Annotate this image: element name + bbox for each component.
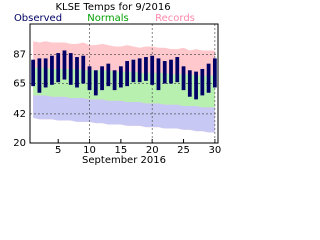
observed-bar <box>144 57 148 81</box>
observed-bar <box>194 71 198 100</box>
observed-bar <box>75 57 79 88</box>
observed-bar <box>175 57 180 83</box>
legend-label: Records <box>155 13 195 24</box>
observed-bar <box>187 70 192 97</box>
chart: KLSE Temps for 9/2016 September 2016 20 4… <box>13 2 221 166</box>
y-tick-label: 42 <box>13 109 26 120</box>
observed-bar <box>212 58 217 88</box>
y-tick-label: 65 <box>13 79 26 90</box>
observed-bar <box>68 53 73 85</box>
x-tick-label: 5 <box>55 145 61 156</box>
observed-bar <box>81 55 86 84</box>
observed-bar <box>181 66 186 91</box>
x-tick-label: 20 <box>146 145 159 156</box>
legend-label: Observed <box>14 13 62 24</box>
observed-bar <box>118 66 123 88</box>
observed-bar <box>87 66 92 91</box>
observed-bar <box>100 66 104 91</box>
observed-bar <box>37 58 42 93</box>
observed-bar <box>169 59 173 84</box>
observed-bar <box>125 61 130 87</box>
y-tick-label: 87 <box>13 49 26 60</box>
observed-bar <box>31 59 36 87</box>
observed-bar <box>56 53 61 83</box>
legend-label: Normals <box>87 13 128 24</box>
plot-frame <box>29 23 219 144</box>
observed-bar <box>50 55 54 85</box>
observed-bar <box>156 58 161 91</box>
observed-bar <box>106 63 111 87</box>
observed-bar <box>206 63 211 93</box>
observed-bar <box>43 58 48 88</box>
x-tick-label: 10 <box>83 145 96 156</box>
observed-bar <box>162 61 167 84</box>
observed-bar <box>200 68 205 96</box>
observed-bar <box>112 70 117 91</box>
observed-bar <box>150 55 155 85</box>
chart-title: KLSE Temps for 9/2016 <box>55 2 170 13</box>
x-tick-label: 30 <box>208 145 221 156</box>
observed-bar <box>131 59 136 83</box>
x-tick-label: 25 <box>177 145 190 156</box>
x-tick-label: 15 <box>114 145 127 156</box>
observed-bar <box>62 50 67 80</box>
observed-bar <box>93 70 98 96</box>
y-tick-label: 20 <box>13 138 26 149</box>
x-axis-label: September 2016 <box>82 155 166 166</box>
observed-bar <box>137 58 142 83</box>
